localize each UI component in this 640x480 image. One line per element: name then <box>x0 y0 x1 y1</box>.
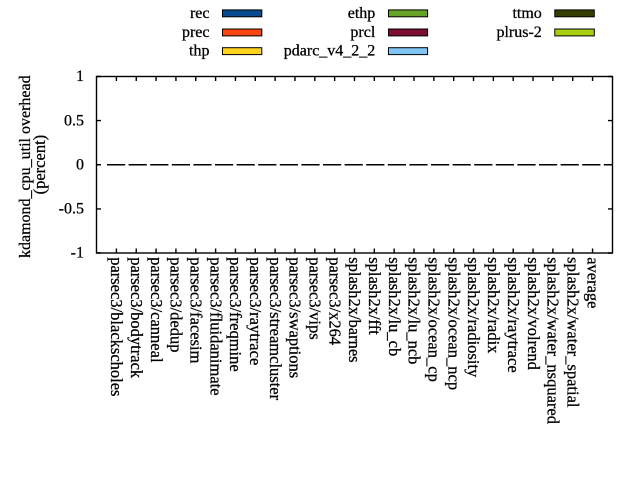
svg-text:ethp: ethp <box>348 5 376 22</box>
svg-text:parsec3/facesim: parsec3/facesim <box>186 257 205 363</box>
svg-text:parsec3/freqmine: parsec3/freqmine <box>226 257 245 372</box>
svg-text:splash2x/ocean_ncp: splash2x/ocean_ncp <box>444 257 463 390</box>
svg-text:splash2x/radix: splash2x/radix <box>484 257 503 354</box>
svg-text:ttmo: ttmo <box>512 5 541 22</box>
svg-text:splash2x/raytrace: splash2x/raytrace <box>504 257 523 372</box>
svg-text:splash2x/water_spatial: splash2x/water_spatial <box>563 257 582 408</box>
svg-text:pdarc_v4_2_2: pdarc_v4_2_2 <box>284 43 376 60</box>
svg-text:1: 1 <box>76 68 84 85</box>
svg-text:splash2x/ocean_cp: splash2x/ocean_cp <box>425 257 444 382</box>
svg-text:splash2x/lu_ncb: splash2x/lu_ncb <box>405 257 424 364</box>
svg-text:thp: thp <box>189 43 209 60</box>
svg-text:prcl: prcl <box>350 24 375 41</box>
svg-text:parsec3/x264: parsec3/x264 <box>325 257 344 345</box>
svg-text:0: 0 <box>76 156 84 173</box>
svg-text:splash2x/water_nsquared: splash2x/water_nsquared <box>544 257 563 425</box>
svg-text:splash2x/lu_cb: splash2x/lu_cb <box>385 257 404 356</box>
svg-text:splash2x/radiosity: splash2x/radiosity <box>464 257 483 378</box>
svg-text:parsec3/dedup: parsec3/dedup <box>167 257 186 352</box>
svg-text:parsec3/swaptions: parsec3/swaptions <box>286 257 305 378</box>
svg-text:parsec3/streamcluster: parsec3/streamcluster <box>266 257 285 400</box>
svg-text:parsec3/canneal: parsec3/canneal <box>147 257 166 363</box>
svg-text:plrus-2: plrus-2 <box>496 24 541 41</box>
svg-text:parsec3/vips: parsec3/vips <box>306 257 325 339</box>
svg-text:kdamond_cpu_util overhead: kdamond_cpu_util overhead <box>17 75 34 258</box>
svg-text:rec: rec <box>190 5 210 22</box>
svg-text:parsec3/fluidanimate: parsec3/fluidanimate <box>206 257 225 395</box>
svg-text:splash2x/fft: splash2x/fft <box>365 257 384 335</box>
svg-text:-1: -1 <box>71 245 84 262</box>
svg-text:splash2x/barnes: splash2x/barnes <box>345 257 364 362</box>
svg-text:parsec3/bodytrack: parsec3/bodytrack <box>127 257 146 379</box>
svg-text:parsec3/blackscholes: parsec3/blackscholes <box>107 257 126 396</box>
svg-text:0.5: 0.5 <box>64 112 84 129</box>
svg-text:-0.5: -0.5 <box>59 201 84 218</box>
svg-text:average: average <box>583 257 602 308</box>
svg-text:splash2x/volrend: splash2x/volrend <box>524 257 543 370</box>
svg-text:prec: prec <box>182 24 210 41</box>
svg-text:(percent): (percent) <box>30 135 49 195</box>
svg-text:parsec3/raytrace: parsec3/raytrace <box>246 257 265 365</box>
